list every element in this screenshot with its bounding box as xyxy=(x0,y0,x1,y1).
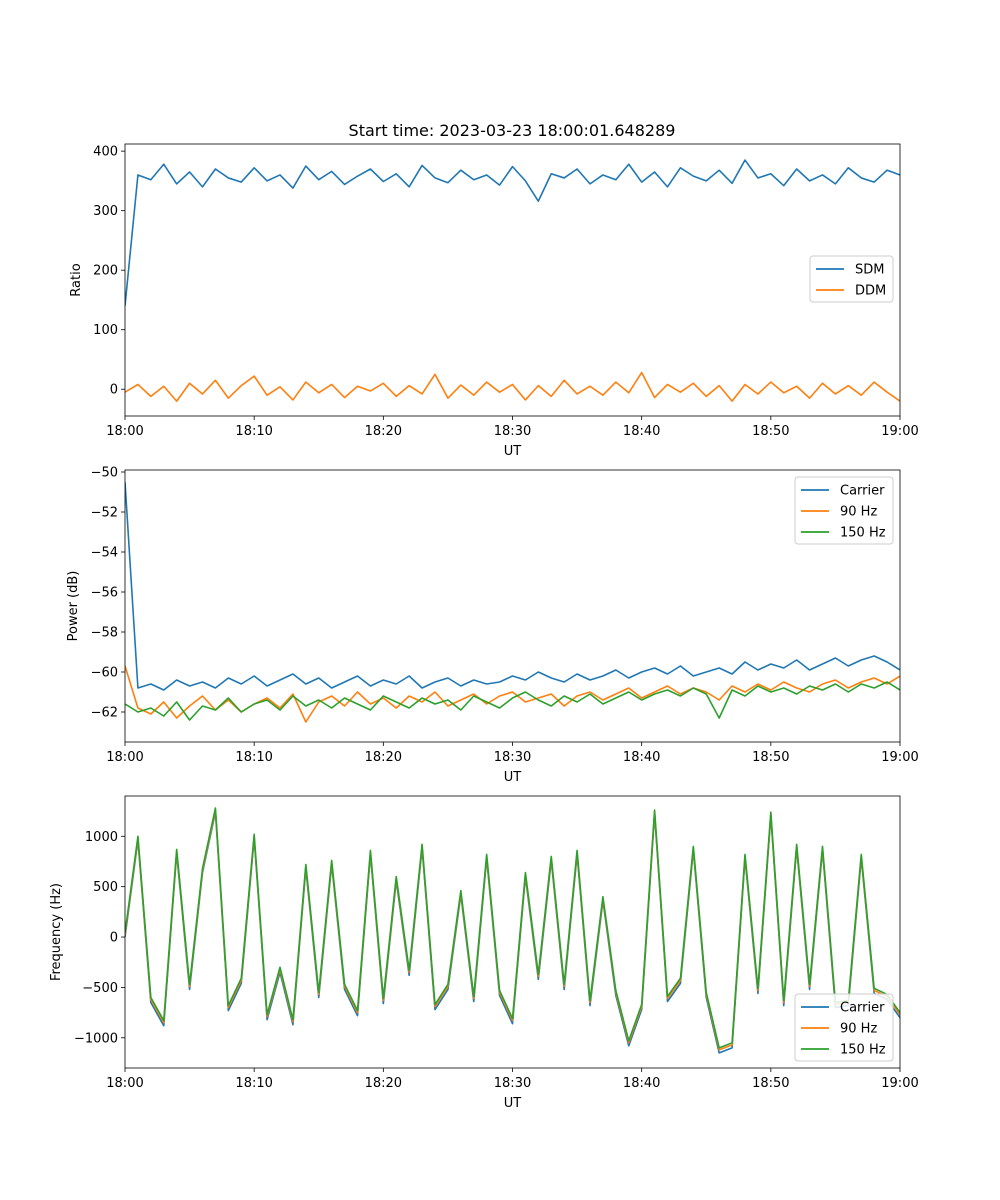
chart-1-legend-label-2: DDM xyxy=(855,284,886,299)
chart-2-x-tick-label-4: 18:30 xyxy=(494,750,531,765)
chart-3-y-tick-label-2: −500 xyxy=(82,981,118,996)
chart-3-y-axis-label: Frequency (Hz) xyxy=(49,883,64,981)
chart-2-x-tick-label-5: 18:40 xyxy=(623,750,660,765)
chart-2-x-tick-label-1: 18:00 xyxy=(106,750,143,765)
chart-1-series-2-line xyxy=(125,371,900,402)
chart-2-x-tick-label-7: 19:00 xyxy=(881,750,918,765)
chart-2-y-tick-label-4: −56 xyxy=(91,586,118,601)
chart-2-x-tick-label-6: 18:50 xyxy=(752,750,789,765)
chart-2-x-tick-label-3: 18:20 xyxy=(365,750,402,765)
chart-2-series-1-line xyxy=(125,481,900,691)
chart-2-y-axis-label: Power (dB) xyxy=(66,571,81,642)
chart-2-x-axis-label: UT xyxy=(504,770,522,785)
chart-1-legend-label-1: SDM xyxy=(855,263,884,278)
chart-2-y-tick-label-3: −58 xyxy=(91,626,118,641)
chart-1-y-tick-label-5: 400 xyxy=(93,145,118,160)
chart-2-y-tick-label-5: −54 xyxy=(91,546,118,561)
charts-container: 18:00 18:10 18:20 18:30 18:40 18:50 19:00 0 100 2… xyxy=(49,143,919,1111)
chart-2-series-3-line xyxy=(125,681,900,721)
chart-2: 18:00 18:10 18:20 18:30 18:40 18:50 19:00 −62 −6… xyxy=(66,466,919,786)
chart-2-legend: Carrier 90 Hz 150 Hz xyxy=(794,476,894,545)
chart-1-y-tick-label-1: 0 xyxy=(110,383,118,398)
chart-2-y-tick-label-1: −62 xyxy=(91,706,118,721)
chart-3-x-tick-label-2: 18:10 xyxy=(235,1076,272,1091)
chart-2-legend-label-3: 150 Hz xyxy=(840,526,886,541)
chart-2-legend-label-2: 90 Hz xyxy=(840,505,877,520)
chart-3-x-tick-label-3: 18:20 xyxy=(365,1076,402,1091)
chart-1-x-tick-label-4: 18:30 xyxy=(494,424,531,439)
chart-3-y-tick-label-3: 0 xyxy=(110,931,118,946)
chart-3-x-tick-label-5: 18:40 xyxy=(623,1076,660,1091)
chart-3: 18:00 18:10 18:20 18:30 18:40 18:50 19:00 −1000… xyxy=(49,795,919,1111)
chart-2-x-tick-label-2: 18:10 xyxy=(235,750,272,765)
chart-3-legend-label-1: Carrier xyxy=(840,1001,885,1016)
chart-1-x-tick-label-3: 18:20 xyxy=(365,424,402,439)
chart-3-x-tick-label-1: 18:00 xyxy=(106,1076,143,1091)
figure-title: Start time: 2023-03-23 18:00:01.648289 xyxy=(349,121,676,140)
chart-2-legend-label-1: Carrier xyxy=(840,484,885,499)
chart-3-legend: Carrier 90 Hz 150 Hz xyxy=(794,993,894,1062)
chart-1-y-tick-label-3: 200 xyxy=(93,264,118,279)
chart-3-legend-label-3: 150 Hz xyxy=(840,1043,886,1058)
chart-1-x-tick-label-6: 18:50 xyxy=(752,424,789,439)
chart-1-y-tick-label-4: 300 xyxy=(93,204,118,219)
chart-3-x-axis-label: UT xyxy=(504,1096,522,1111)
chart-3-y-tick-label-4: 500 xyxy=(93,880,118,895)
chart-3-x-tick-label-4: 18:30 xyxy=(494,1076,531,1091)
chart-1: 18:00 18:10 18:20 18:30 18:40 18:50 19:00 0 100 2… xyxy=(69,143,919,459)
chart-1-x-tick-label-5: 18:40 xyxy=(623,424,660,439)
chart-3-legend-label-2: 90 Hz xyxy=(840,1022,877,1037)
chart-2-y-tick-label-2: −60 xyxy=(91,666,118,681)
chart-3-x-tick-label-6: 18:50 xyxy=(752,1076,789,1091)
chart-3-y-tick-label-1: −1000 xyxy=(74,1031,118,1046)
chart-1-legend: SDM DDM xyxy=(809,255,894,303)
chart-1-y-tick-label-2: 100 xyxy=(93,323,118,338)
chart-1-x-tick-label-1: 18:00 xyxy=(106,424,143,439)
chart-2-y-tick-label-7: −50 xyxy=(91,466,118,481)
chart-2-legend-box xyxy=(794,476,894,545)
chart-1-x-tick-label-7: 19:00 xyxy=(881,424,918,439)
chart-1-y-axis-label: Ratio xyxy=(69,263,84,296)
chart-1-x-axis-label: UT xyxy=(504,444,522,459)
chart-3-x-tick-label-7: 19:00 xyxy=(881,1076,918,1091)
chart-1-series-1-line xyxy=(125,159,900,306)
chart-3-series-3-line xyxy=(125,807,900,1049)
chart-3-y-tick-label-5: 1000 xyxy=(85,830,118,845)
chart-1-x-tick-label-2: 18:10 xyxy=(235,424,272,439)
chart-2-y-tick-label-6: −52 xyxy=(91,506,118,521)
chart-3-legend-box xyxy=(794,993,894,1062)
